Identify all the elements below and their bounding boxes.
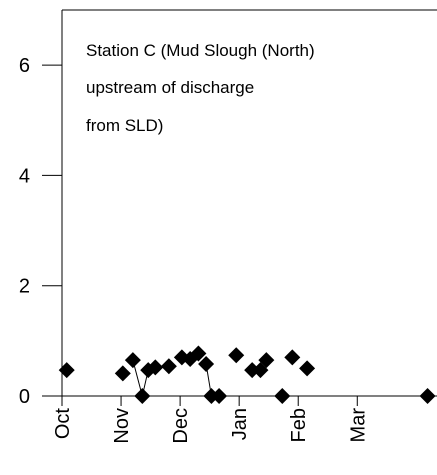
marker <box>58 362 75 379</box>
marker <box>160 358 177 375</box>
annotation: Station C (Mud Slough (North) <box>86 41 315 60</box>
marker <box>284 349 301 366</box>
x-tick-label: Nov <box>111 408 133 444</box>
y-tick-label: 4 <box>19 165 30 187</box>
marker <box>419 388 436 404</box>
marker <box>190 345 207 362</box>
marker <box>299 360 316 377</box>
marker <box>124 352 141 369</box>
x-tick-label: Mar <box>347 408 369 443</box>
marker <box>274 388 291 404</box>
y-tick-label: 0 <box>19 386 30 408</box>
x-tick-label: Feb <box>288 408 310 442</box>
x-tick-label: Dec <box>170 408 192 444</box>
y-tick-label: 2 <box>19 276 30 298</box>
marker <box>211 388 228 404</box>
marker <box>228 347 245 364</box>
marker <box>198 356 215 373</box>
marker <box>134 388 151 404</box>
y-tick-label: 6 <box>19 55 30 77</box>
annotation: from SLD) <box>86 116 163 135</box>
x-tick-label: Jan <box>229 408 251 440</box>
x-tick-label: Oct <box>52 408 74 440</box>
annotation: upstream of discharge <box>86 78 254 97</box>
marker <box>147 359 164 376</box>
marker <box>114 365 131 382</box>
marker <box>258 352 275 369</box>
marker <box>244 362 261 379</box>
